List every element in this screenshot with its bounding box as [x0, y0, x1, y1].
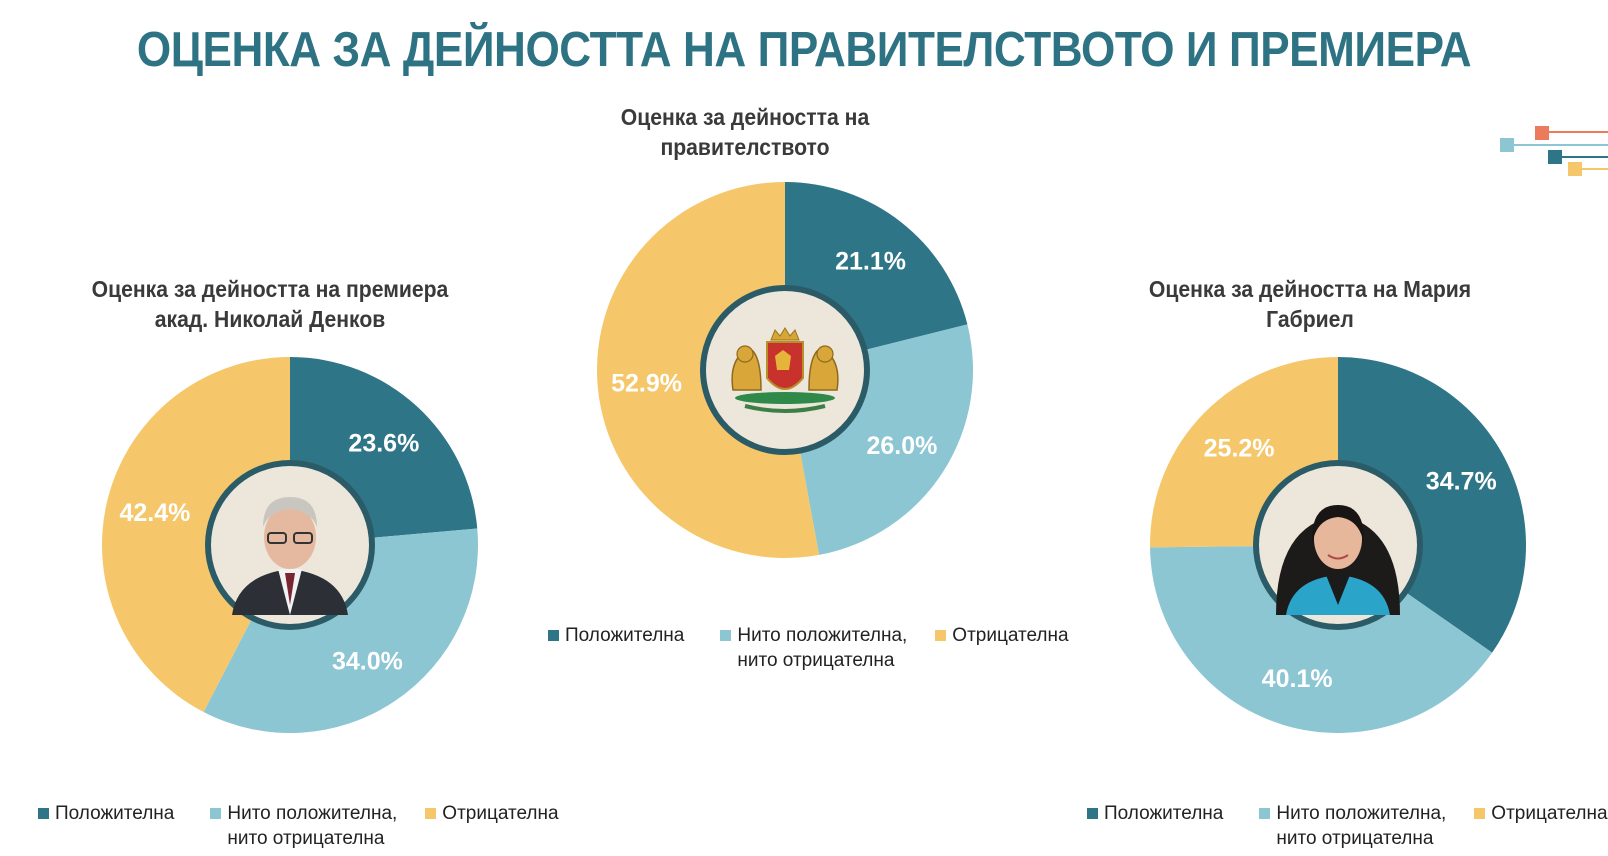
data-label-negative: 25.2% — [1204, 434, 1275, 462]
data-label-neutral: 40.1% — [1262, 665, 1333, 693]
data-label-neutral: 34.0% — [332, 647, 403, 675]
legend-label-neutral: Нито положителна, нито отрицателна — [737, 625, 908, 671]
decorative-lines — [1500, 126, 1608, 176]
slice-neutral — [1150, 545, 1493, 733]
data-label-positive: 23.6% — [348, 429, 419, 457]
data-label-positive: 21.1% — [835, 247, 906, 275]
data-label-positive: 34.7% — [1426, 468, 1497, 496]
slice-negative — [102, 357, 291, 712]
data-label-negative: 42.4% — [119, 499, 190, 527]
legend-swatch-positive — [1087, 808, 1098, 819]
legend-label-positive: Положителна — [565, 625, 685, 646]
legend-item-negative: Отрицателна — [1474, 801, 1608, 851]
legend-label-negative: Отрицателна — [952, 625, 1069, 646]
chart-title-gabriel: Оценка за дейността на Мария Габриел — [1148, 276, 1472, 332]
legend-swatch-positive — [548, 630, 559, 641]
donut-chart-gabriel: 34.7% 40.1% 25.2% — [1150, 357, 1526, 733]
legend-swatch-neutral — [1259, 808, 1271, 819]
legend-government: Положителна Нито положителна, нито отрица… — [548, 623, 1069, 673]
page-title: ОЦЕНКА ЗА ДЕЙНОСТТА НА ПРАВИТЕЛСТВОТО И … — [136, 23, 1472, 77]
legend-item-negative: Отрицателна — [935, 623, 1069, 673]
portrait-image — [1276, 505, 1400, 615]
legend-swatch-neutral — [210, 808, 222, 819]
portrait-image — [232, 497, 348, 615]
legend-swatch-positive — [38, 808, 49, 819]
coat-of-arms-image — [731, 327, 839, 413]
slice-positive — [1338, 357, 1526, 653]
data-label-neutral: 26.0% — [866, 432, 937, 460]
legend-swatch-negative — [935, 630, 947, 641]
legend-label-positive: Положителна — [55, 803, 175, 824]
chart-title-government: Оценка за дейността на правителството — [620, 104, 870, 160]
donut-chart-government: 21.1% 26.0% 52.9% — [596, 182, 973, 558]
legend-label-neutral: Нито положителна, нито отрицателна — [227, 803, 398, 849]
legend-swatch-negative — [1474, 808, 1486, 819]
legend-item-neutral: Нито положителна, нито отрицателна — [1259, 801, 1446, 851]
legend-label-neutral: Нито положителна, нито отрицателна — [1276, 803, 1447, 849]
legend-item-positive: Положителна — [38, 801, 174, 851]
data-label-negative: 52.9% — [611, 370, 682, 398]
legend-swatch-negative — [425, 808, 437, 819]
legend-item-neutral: Нито положителна, нито отрицателна — [210, 801, 397, 851]
legend-item-negative: Отрицателна — [425, 801, 559, 851]
legend-swatch-neutral — [720, 630, 732, 641]
donut-chart-premier: 23.6% 34.0% 42.4% — [102, 357, 478, 733]
legend-label-positive: Положителна — [1104, 803, 1224, 824]
legend-item-positive: Положителна — [548, 623, 684, 673]
chart-title-premier: Оценка за дейността на премиера акад. Ни… — [91, 276, 449, 332]
legend-item-positive: Положителна — [1087, 801, 1223, 851]
legend-label-negative: Отрицателна — [1491, 803, 1608, 824]
legend-gabriel: Положителна Нито положителна, нито отрица… — [1087, 801, 1608, 851]
legend-item-neutral: Нито положителна, нито отрицателна — [720, 623, 907, 673]
legend-premier: Положителна Нито положителна, нито отрица… — [38, 801, 559, 851]
legend-label-negative: Отрицателна — [442, 803, 559, 824]
